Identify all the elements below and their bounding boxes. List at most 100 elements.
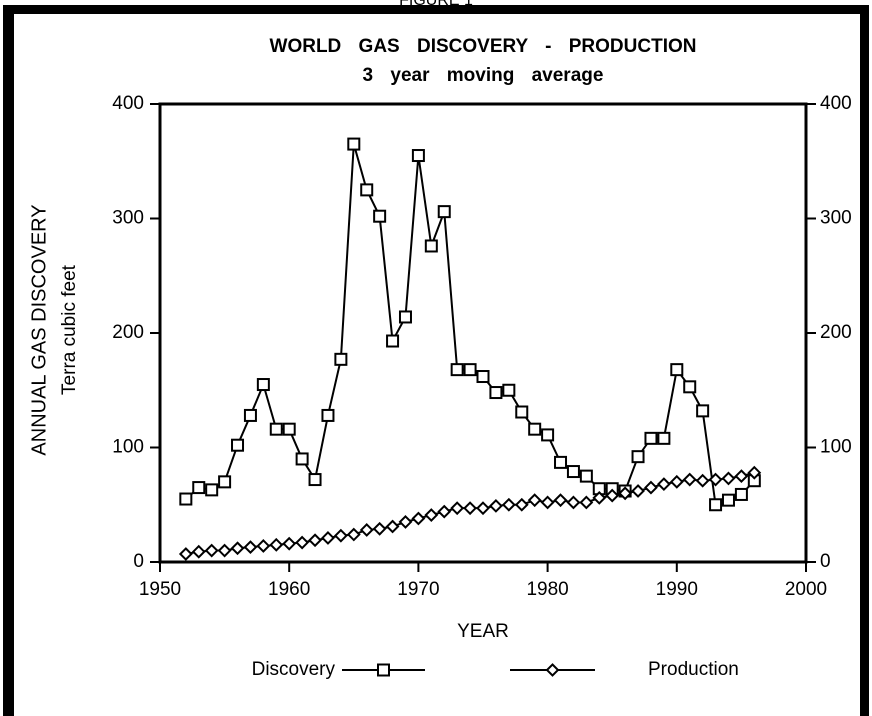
marker-square (377, 663, 390, 677)
y-tick-label: 0 (133, 551, 144, 572)
marker-diamond (527, 493, 542, 508)
marker-square (373, 209, 387, 223)
marker-square (683, 380, 697, 394)
marker-square (398, 310, 412, 324)
marker-diamond (579, 495, 594, 510)
marker-diamond (695, 473, 710, 488)
marker-square (256, 378, 270, 392)
marker-square (489, 386, 503, 400)
marker-diamond (450, 501, 465, 516)
marker-square (579, 469, 593, 483)
marker-square (269, 422, 283, 436)
marker-diamond (631, 484, 645, 498)
marker-square (566, 465, 580, 479)
marker-square (295, 452, 309, 466)
marker-diamond (476, 501, 490, 516)
marker-square (541, 428, 555, 442)
marker-square (657, 431, 671, 445)
marker-diamond (605, 488, 620, 503)
marker-square (205, 483, 219, 497)
marker-diamond (721, 471, 736, 486)
y2-tick-label: 0 (820, 551, 831, 572)
marker-square (424, 239, 438, 253)
marker-square (321, 408, 335, 422)
frame-top (3, 5, 869, 14)
marker-square (243, 408, 257, 422)
marker-diamond (411, 511, 426, 526)
marker-diamond (669, 474, 684, 489)
marker-diamond (540, 495, 555, 510)
marker-diamond (592, 490, 607, 505)
y-axis-label: ANNUAL GAS DISCOVERY (28, 204, 50, 455)
marker-diamond (359, 523, 374, 537)
marker-square (386, 334, 400, 348)
marker-diamond (545, 663, 560, 677)
marker-square (308, 473, 322, 487)
marker-diamond (708, 472, 723, 487)
marker-diamond (191, 544, 206, 559)
marker-square (515, 405, 529, 419)
marker-diamond (321, 531, 335, 545)
marker-diamond (333, 528, 348, 543)
marker-square (696, 404, 710, 418)
frame-left (3, 5, 14, 716)
marker-diamond (308, 533, 322, 548)
marker-diamond (437, 504, 452, 519)
marker-square (179, 492, 193, 506)
y-tick-label: 300 (112, 208, 144, 229)
marker-square (476, 370, 490, 384)
marker-diamond (230, 541, 245, 556)
marker-diamond (372, 521, 387, 536)
x-tick-label: 1980 (526, 579, 568, 600)
marker-square (554, 455, 568, 469)
marker-diamond (269, 537, 284, 552)
marker-square (360, 183, 374, 197)
marker-square (347, 137, 361, 151)
marker-diamond (734, 469, 749, 484)
marker-square (437, 205, 451, 219)
marker-diamond (501, 497, 516, 512)
marker-square (734, 487, 748, 501)
frame-right (860, 5, 869, 716)
y-tick-label: 400 (112, 93, 144, 114)
x-axis-label: YEAR (457, 621, 509, 642)
marker-square (502, 383, 516, 397)
marker-square (192, 481, 206, 495)
marker-square (231, 438, 245, 452)
marker-diamond (514, 497, 529, 512)
marker-square (218, 475, 232, 489)
marker-diamond (566, 495, 581, 510)
marker-diamond (644, 480, 658, 495)
marker-diamond (295, 535, 310, 550)
marker-square (670, 363, 684, 377)
y2-tick-label: 100 (820, 437, 852, 458)
marker-diamond (178, 547, 193, 561)
marker-diamond (346, 527, 361, 542)
x-tick-label: 1990 (656, 579, 698, 600)
marker-diamond (553, 493, 568, 508)
x-tick-label: 1950 (139, 579, 181, 600)
marker-square (282, 422, 296, 436)
marker-diamond (256, 539, 271, 553)
marker-diamond (282, 536, 297, 551)
y2-tick-label: 300 (820, 208, 852, 229)
x-tick-label: 2000 (785, 579, 827, 600)
legend-label: Production (648, 659, 739, 680)
marker-square (528, 422, 542, 436)
marker-diamond (217, 543, 232, 558)
marker-diamond (656, 477, 671, 492)
marker-diamond (243, 540, 258, 555)
x-tick-label: 1970 (397, 579, 439, 600)
marker-square (463, 363, 477, 377)
marker-square (631, 450, 645, 464)
chart-subtitle: 3 year moving average (363, 65, 604, 86)
legend-label: Discovery (252, 659, 336, 680)
y-axis-units: Terra cubic feet (59, 264, 80, 395)
marker-square (411, 149, 425, 163)
marker-square (334, 352, 348, 366)
x-tick-label: 1960 (268, 579, 310, 600)
marker-diamond (463, 501, 477, 516)
marker-diamond (385, 519, 400, 534)
